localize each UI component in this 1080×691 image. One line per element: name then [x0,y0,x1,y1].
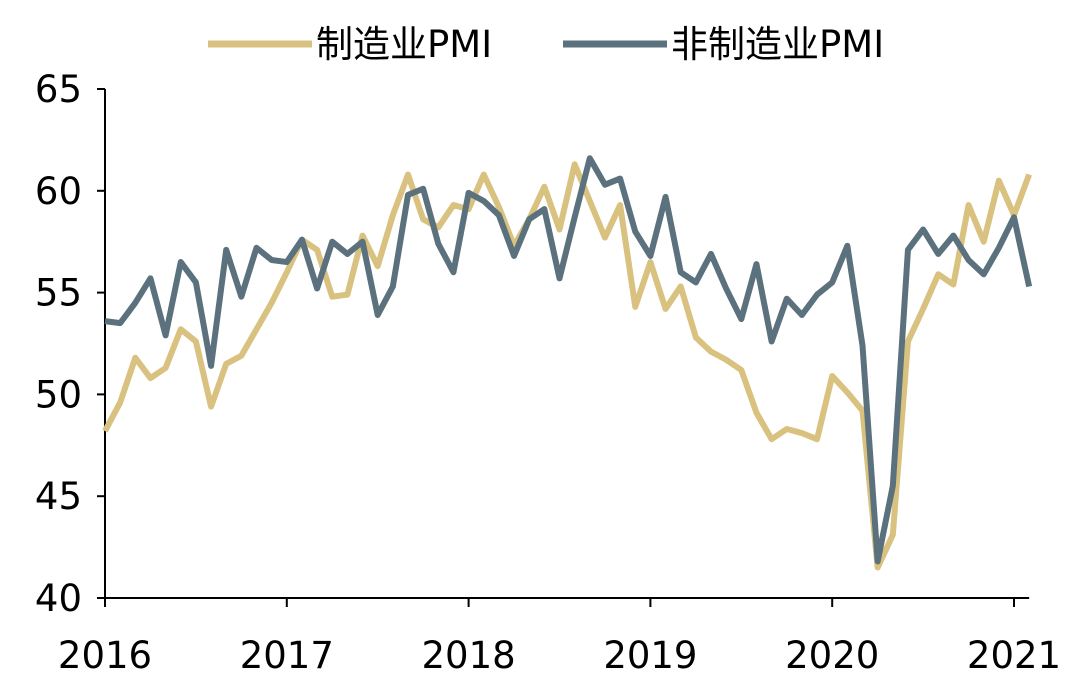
legend-label-manufacturing-pmi: 制造业PMI [316,23,492,66]
series-layer [102,155,1033,571]
y-tick-label: 50 [35,373,82,416]
series-line-non-manufacturing-pmi [104,155,1033,565]
axes: 40 45 50 55 60 65 2016 2017 2018 2019 2020 2021 [35,68,1061,677]
y-tick-label: 55 [35,272,82,315]
x-tick-label: 2019 [603,634,697,677]
x-tick-label: 2020 [785,634,879,677]
x-tick-label: 2021 [967,634,1061,677]
y-tick-label: 65 [35,68,82,111]
y-tick-label: 40 [35,577,82,620]
x-tick-label: 2016 [58,634,152,677]
legend: 制造业PMI 非制造业PMI [208,23,884,66]
y-tick-label: 45 [35,475,82,518]
x-tick-label: 2017 [240,634,334,677]
legend-label-non-manufacturing-pmi: 非制造业PMI [671,23,884,66]
x-tick-label: 2018 [422,634,516,677]
y-tick-label: 60 [35,170,82,213]
